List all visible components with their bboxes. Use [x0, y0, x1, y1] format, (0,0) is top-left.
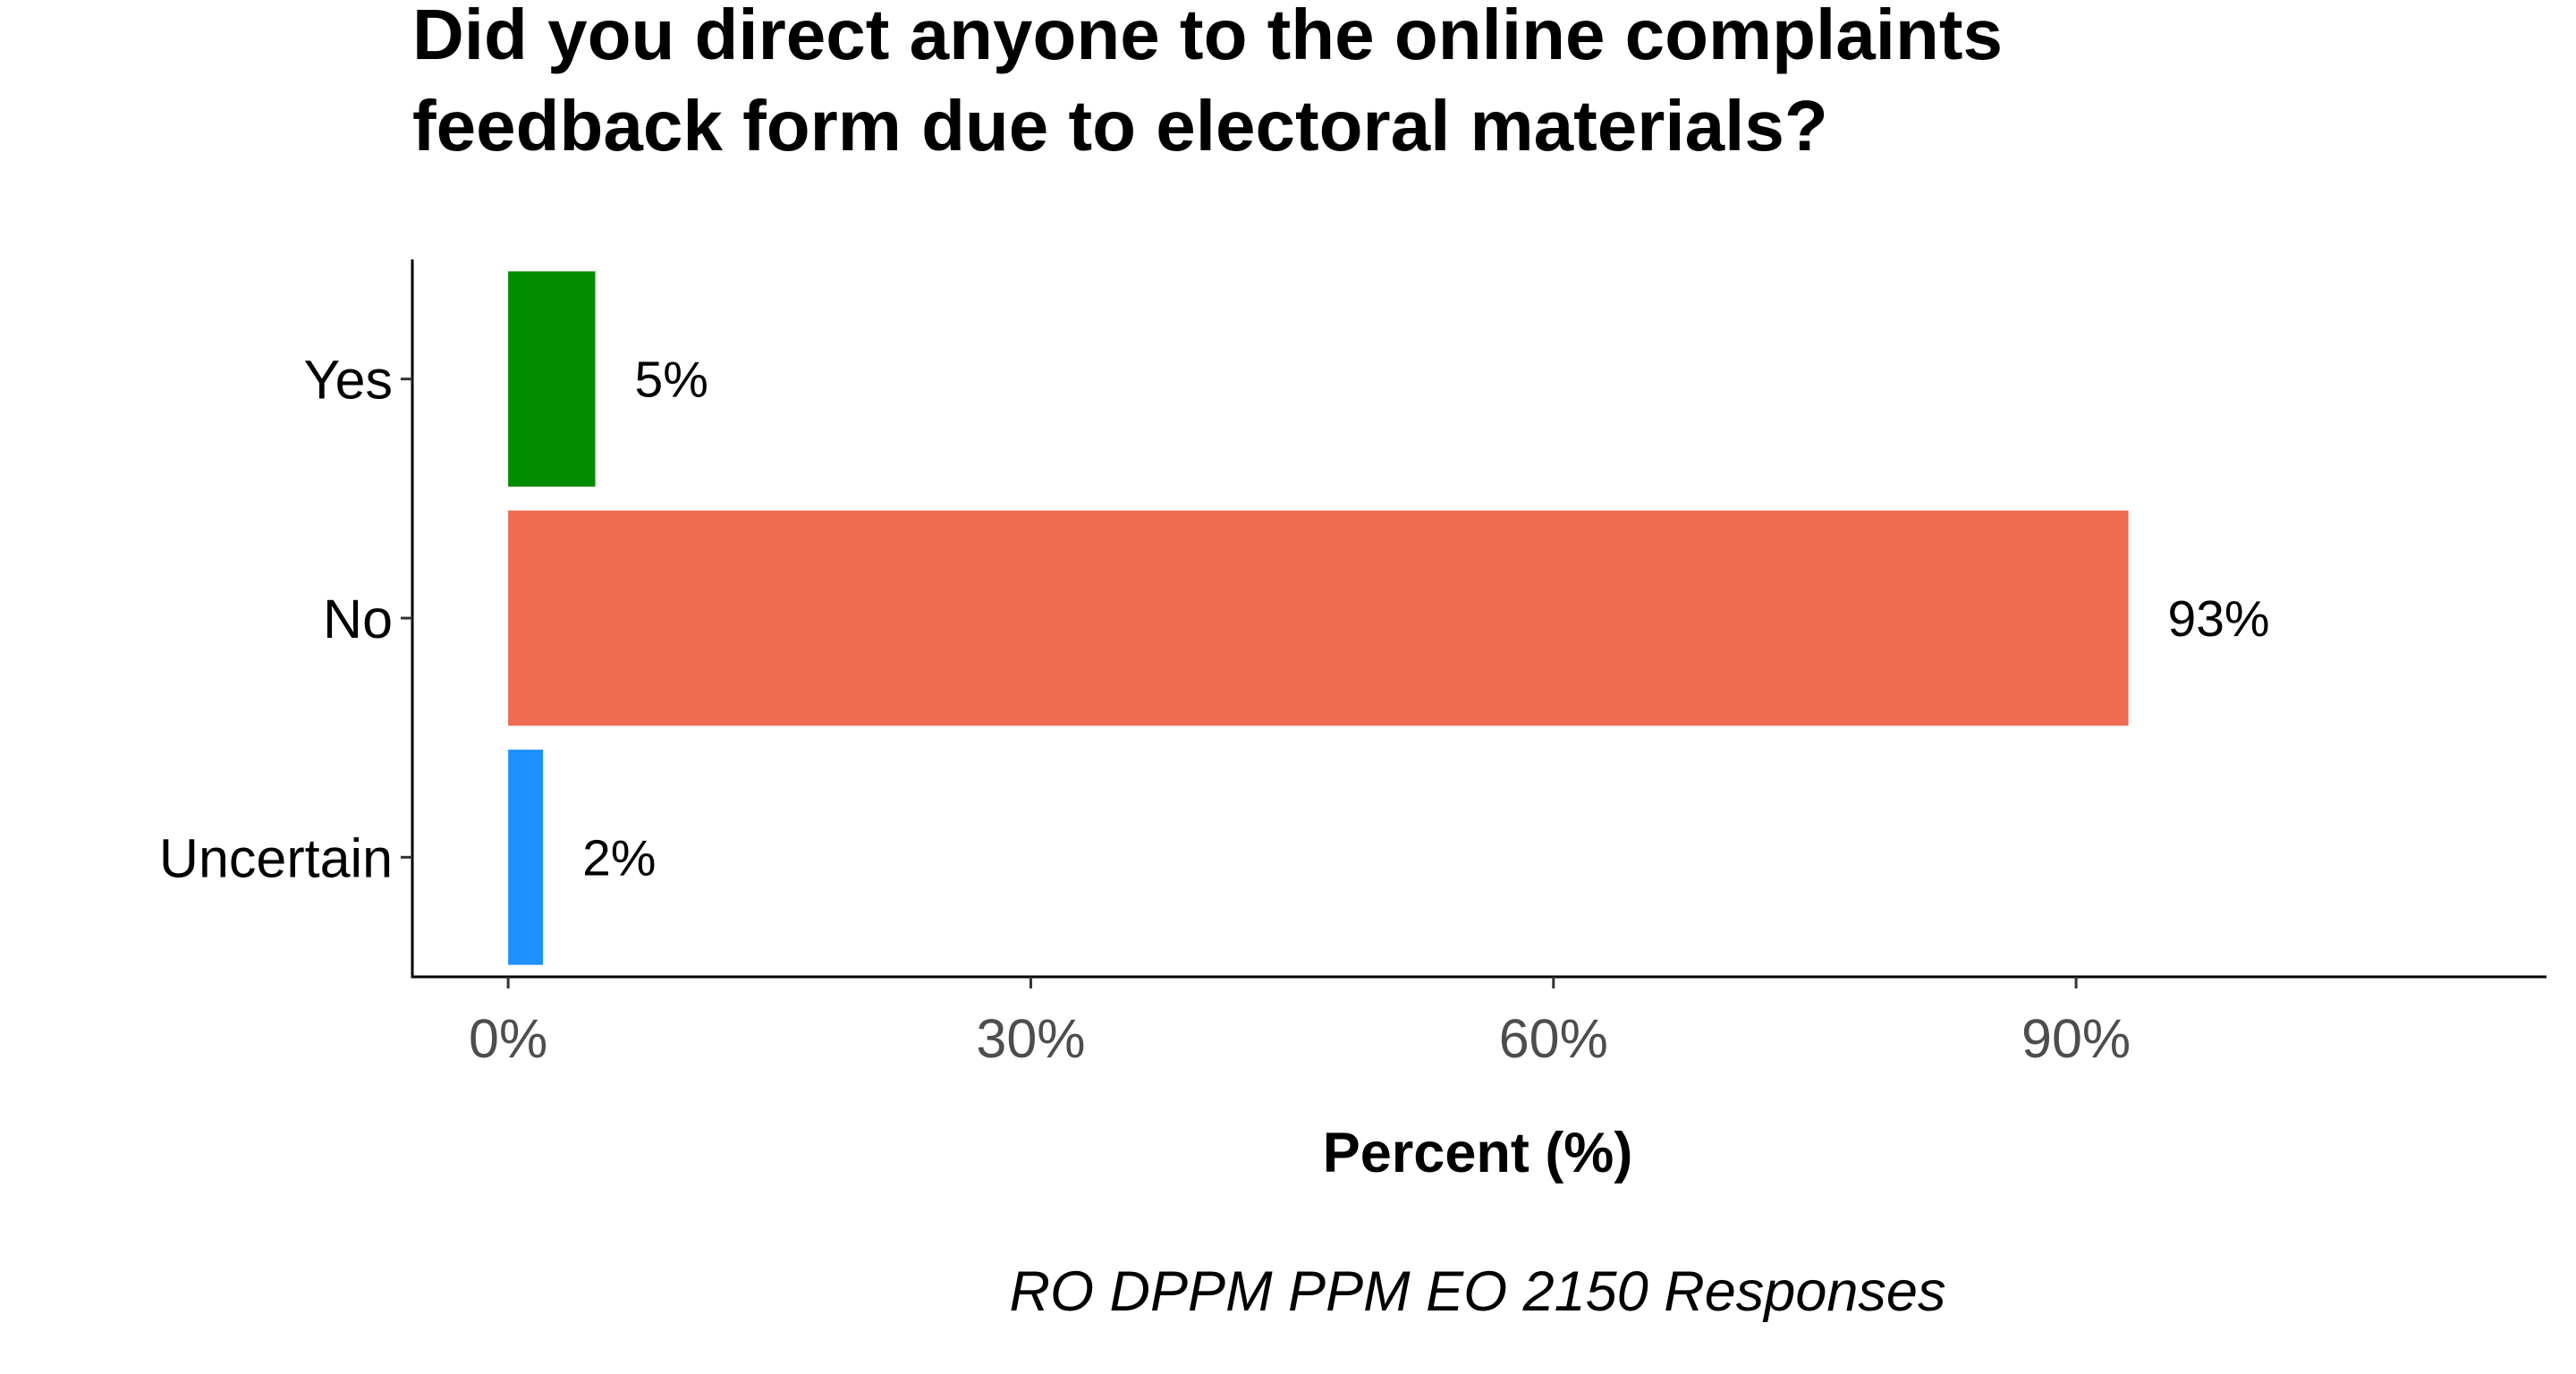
x-tick-label-30: 30%: [976, 1008, 1085, 1069]
x-tick-label-0: 0%: [469, 1008, 547, 1069]
y-tick-label-yes: Yes: [303, 350, 393, 411]
x-axis-title: Percent (%): [1323, 1122, 1633, 1184]
chart-title-line-2: feedback form due to electoral materials…: [412, 86, 1828, 165]
x-tick-label-60: 60%: [1499, 1008, 1608, 1069]
bar-yes: [508, 271, 596, 487]
chart-caption: RO DPPM PPM EO 2150 Responses: [1010, 1260, 1946, 1323]
chart-title: Did you direct anyone to the online comp…: [412, 0, 2003, 165]
y-tick-label-uncertain: Uncertain: [159, 827, 393, 888]
data-label-yes: 5%: [635, 352, 708, 409]
y-axis: Yes No Uncertain: [159, 259, 414, 979]
data-label-uncertain: 2%: [582, 829, 656, 886]
bar-uncertain: [508, 750, 544, 965]
x-tick-label-90: 90%: [2021, 1008, 2131, 1069]
data-label-no: 93%: [2168, 590, 2270, 648]
y-tick-label-no: No: [323, 589, 393, 649]
chart-title-line-1: Did you direct anyone to the online comp…: [412, 0, 2003, 74]
bar-no: [508, 510, 2129, 726]
bars-group: [508, 271, 2129, 965]
x-axis: 0% 30% 60% 90%: [411, 975, 2546, 1069]
data-labels-group: 5% 93% 2%: [582, 352, 2270, 887]
